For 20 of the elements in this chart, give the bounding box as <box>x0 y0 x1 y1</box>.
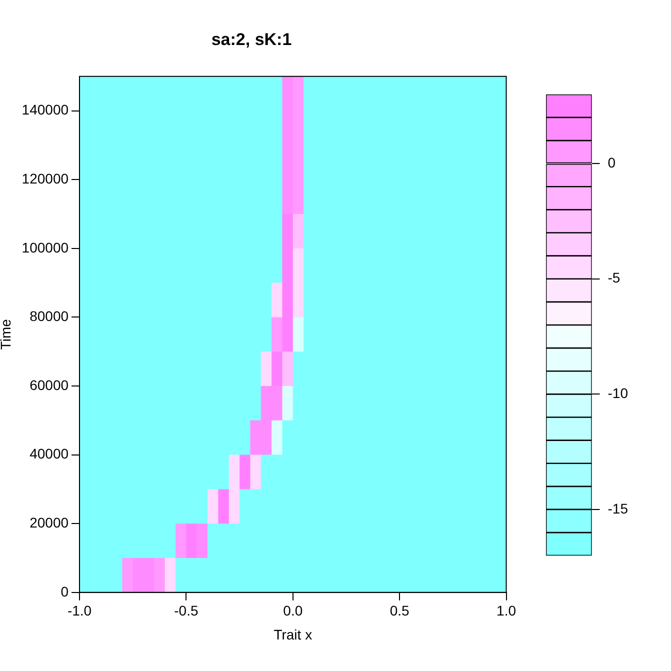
y-tick-label: 100000 <box>22 239 69 256</box>
x-axis-title: Trait x <box>274 626 312 642</box>
x-tick-label: -1.0 <box>67 602 92 619</box>
x-tick-label: -0.5 <box>174 602 198 619</box>
color-bar-label: 0 <box>608 154 616 170</box>
y-tick-label: 0 <box>60 583 69 600</box>
y-axis-title: Time <box>0 318 14 350</box>
y-tick-label: 60000 <box>30 376 69 393</box>
color-bar-label: -10 <box>608 385 628 402</box>
color-bar-label: -15 <box>608 500 628 516</box>
x-tick-label: 0.5 <box>390 602 410 619</box>
y-tick-label: 20000 <box>30 514 69 530</box>
y-tick-label: 120000 <box>22 170 69 186</box>
y-tick-label: 80000 <box>30 308 69 324</box>
color-bar-label: -5 <box>608 270 620 286</box>
chart-title: sa:2, sK:1 <box>211 30 292 49</box>
y-tick-label: 40000 <box>30 446 69 462</box>
x-tick-label: 0.0 <box>283 602 303 619</box>
x-tick-label: 1.0 <box>496 602 516 619</box>
y-tick-label: 140000 <box>22 102 69 118</box>
